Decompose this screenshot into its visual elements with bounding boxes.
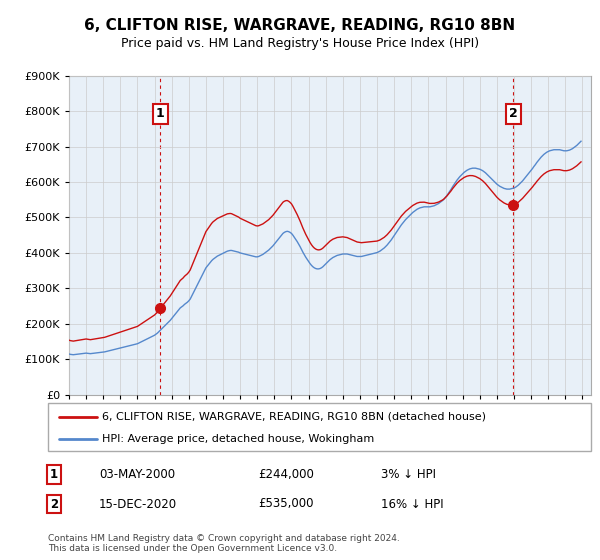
- Text: 15-DEC-2020: 15-DEC-2020: [99, 497, 177, 511]
- Text: £535,000: £535,000: [258, 497, 314, 511]
- Text: HPI: Average price, detached house, Wokingham: HPI: Average price, detached house, Woki…: [102, 434, 374, 444]
- Text: 2: 2: [50, 497, 58, 511]
- Text: 1: 1: [50, 468, 58, 481]
- Text: 3% ↓ HPI: 3% ↓ HPI: [381, 468, 436, 481]
- Text: 6, CLIFTON RISE, WARGRAVE, READING, RG10 8BN (detached house): 6, CLIFTON RISE, WARGRAVE, READING, RG10…: [102, 412, 487, 422]
- Text: 1: 1: [156, 108, 164, 120]
- Text: Contains HM Land Registry data © Crown copyright and database right 2024.
This d: Contains HM Land Registry data © Crown c…: [48, 534, 400, 553]
- Text: 16% ↓ HPI: 16% ↓ HPI: [381, 497, 443, 511]
- Text: 2: 2: [509, 108, 518, 120]
- Text: 03-MAY-2000: 03-MAY-2000: [99, 468, 175, 481]
- Text: 6, CLIFTON RISE, WARGRAVE, READING, RG10 8BN: 6, CLIFTON RISE, WARGRAVE, READING, RG10…: [85, 18, 515, 32]
- Text: Price paid vs. HM Land Registry's House Price Index (HPI): Price paid vs. HM Land Registry's House …: [121, 37, 479, 50]
- Text: £244,000: £244,000: [258, 468, 314, 481]
